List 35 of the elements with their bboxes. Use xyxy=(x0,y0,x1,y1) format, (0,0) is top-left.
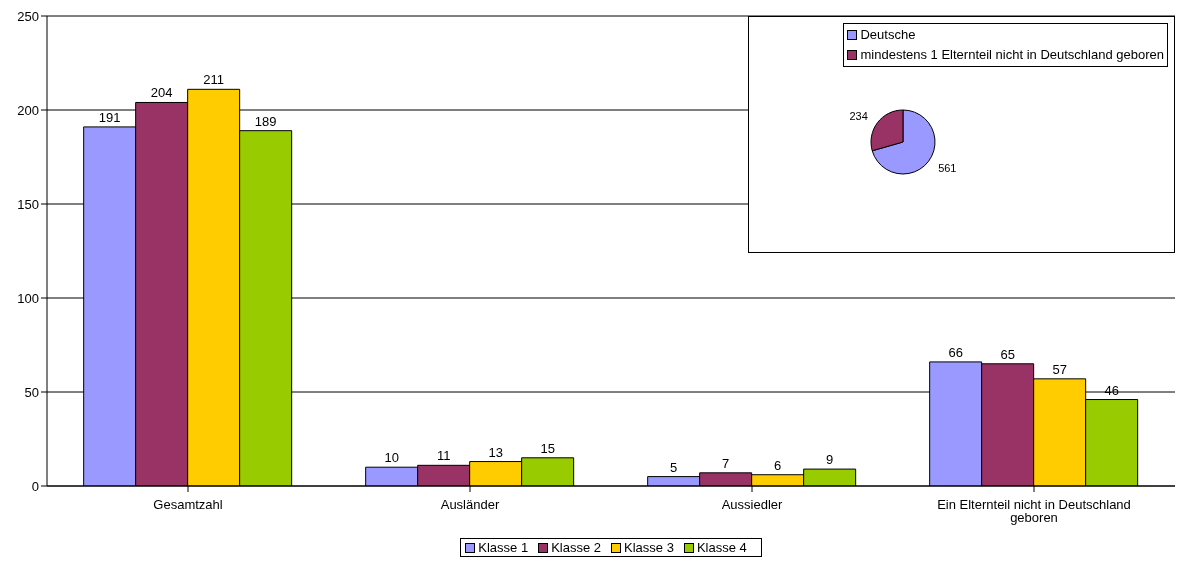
legend-label: Deutsche xyxy=(859,26,917,44)
legend-label: mindestens 1 Elternteil nicht in Deutschland geboren xyxy=(859,46,1164,64)
legend-label: Klasse 1 xyxy=(477,540,529,555)
data-label: 46 xyxy=(1104,382,1119,398)
legend-label: Klasse 3 xyxy=(623,540,674,555)
data-label: 211 xyxy=(203,72,225,88)
data-label: 6 xyxy=(774,457,782,473)
data-label: 11 xyxy=(436,448,451,464)
data-label: 7 xyxy=(722,455,730,471)
data-label: 189 xyxy=(254,113,277,129)
data-label: 57 xyxy=(1052,361,1067,377)
data-label: 13 xyxy=(488,444,503,460)
data-label: 191 xyxy=(98,109,121,125)
x-tick-label: Gesamtzahl xyxy=(153,497,223,513)
y-tick-label: 200 xyxy=(17,102,39,118)
data-label: 9 xyxy=(826,452,834,468)
data-label: 204 xyxy=(150,85,173,101)
data-label: 10 xyxy=(384,450,399,466)
pie-slice xyxy=(871,109,936,175)
x-tick-label: Ausländer xyxy=(440,497,500,513)
data-label: 5 xyxy=(670,459,678,475)
y-tick-label: 50 xyxy=(24,384,39,400)
data-label: 65 xyxy=(1000,346,1015,362)
x-tick-label: Ein Elternteil nicht in Deutschland geboren xyxy=(937,497,1131,526)
data-label: 15 xyxy=(540,440,555,456)
data-label: 561 xyxy=(938,162,957,175)
data-label: 66 xyxy=(948,344,963,360)
legend-label: Klasse 4 xyxy=(695,540,747,555)
y-tick-label: 150 xyxy=(17,196,39,212)
y-tick-label: 100 xyxy=(17,290,39,306)
data-label: 234 xyxy=(849,109,868,122)
y-tick-label: 250 xyxy=(17,8,39,24)
legend-label: Klasse 2 xyxy=(550,540,601,555)
x-tick-label: Aussiedler xyxy=(721,497,784,513)
y-tick-label: 0 xyxy=(31,478,39,494)
